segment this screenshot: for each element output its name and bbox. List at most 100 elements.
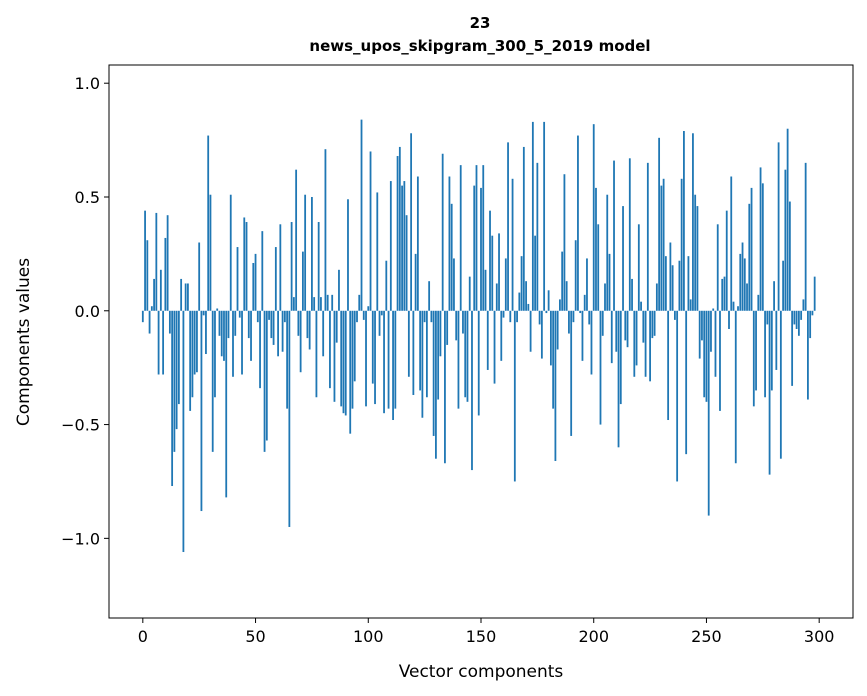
bar-182 bbox=[552, 310, 555, 409]
bar-113 bbox=[396, 156, 399, 311]
bar-152 bbox=[484, 269, 487, 311]
bar-259 bbox=[725, 210, 728, 311]
bar-61 bbox=[279, 224, 282, 311]
bar-25 bbox=[198, 242, 201, 311]
bar-181 bbox=[549, 310, 552, 366]
y-tick-label: 0.0 bbox=[75, 302, 100, 321]
bar-216 bbox=[628, 158, 631, 311]
bar-218 bbox=[633, 310, 636, 377]
plot-frame bbox=[108, 64, 854, 619]
bar-127 bbox=[428, 281, 431, 311]
bar-172 bbox=[529, 310, 532, 352]
bar-229 bbox=[658, 137, 661, 311]
bar-277 bbox=[766, 310, 769, 325]
bar-268 bbox=[746, 283, 748, 311]
bar-169 bbox=[522, 146, 525, 311]
bar-54 bbox=[263, 310, 266, 452]
bar-251 bbox=[707, 310, 710, 516]
bar-6 bbox=[155, 212, 158, 311]
bar-69 bbox=[297, 310, 300, 336]
bar-171 bbox=[527, 303, 530, 311]
bar-291 bbox=[797, 310, 800, 336]
bar-186 bbox=[561, 251, 564, 311]
bar-125 bbox=[423, 310, 426, 323]
bar-14 bbox=[173, 310, 176, 452]
bar-275 bbox=[761, 183, 764, 311]
bar-158 bbox=[498, 233, 500, 311]
bar-188 bbox=[565, 281, 568, 311]
bar-41 bbox=[234, 310, 237, 336]
bar-15 bbox=[175, 310, 178, 430]
bar-4 bbox=[150, 306, 153, 311]
bar-258 bbox=[723, 276, 726, 311]
bar-16 bbox=[177, 310, 180, 405]
bar-237 bbox=[676, 310, 679, 482]
bar-55 bbox=[265, 310, 268, 441]
bar-285 bbox=[784, 169, 787, 311]
bar-197 bbox=[586, 258, 588, 311]
bar-262 bbox=[732, 301, 735, 311]
bar-295 bbox=[807, 310, 809, 400]
bar-67 bbox=[292, 297, 295, 311]
bar-32 bbox=[214, 310, 216, 398]
bar-213 bbox=[622, 206, 624, 311]
bar-129 bbox=[432, 310, 435, 436]
bar-123 bbox=[419, 310, 422, 391]
bar-95 bbox=[356, 310, 358, 323]
bar-0 bbox=[141, 310, 144, 323]
bar-31 bbox=[211, 310, 214, 452]
bar-24 bbox=[196, 310, 198, 373]
bar-128 bbox=[430, 310, 433, 323]
bar-90 bbox=[344, 310, 347, 416]
bar-133 bbox=[441, 153, 444, 311]
bar-111 bbox=[392, 310, 394, 421]
bar-118 bbox=[407, 310, 410, 377]
bar-236 bbox=[673, 310, 676, 320]
bar-114 bbox=[398, 146, 401, 311]
bar-73 bbox=[306, 310, 309, 339]
bar-52 bbox=[259, 310, 261, 389]
bar-257 bbox=[721, 278, 724, 311]
bar-222 bbox=[642, 310, 645, 343]
bar-205 bbox=[604, 283, 606, 311]
bar-39 bbox=[229, 194, 232, 311]
bar-150 bbox=[480, 187, 482, 311]
bar-47 bbox=[247, 310, 250, 339]
bar-131 bbox=[437, 310, 440, 400]
bar-85 bbox=[333, 310, 336, 402]
bar-272 bbox=[755, 310, 757, 391]
chart-title: 23 bbox=[470, 14, 491, 32]
bar-65 bbox=[288, 310, 291, 527]
x-tick-label: 200 bbox=[578, 627, 609, 646]
y-tick-label: 1.0 bbox=[75, 74, 100, 93]
bar-13 bbox=[171, 310, 174, 487]
bar-240 bbox=[683, 131, 685, 311]
bar-107 bbox=[383, 310, 385, 414]
bar-151 bbox=[482, 165, 485, 311]
bar-235 bbox=[671, 265, 674, 311]
bar-282 bbox=[777, 142, 780, 311]
bar-215 bbox=[626, 310, 629, 348]
bar-46 bbox=[245, 222, 248, 311]
bar-68 bbox=[295, 169, 298, 311]
bar-263 bbox=[734, 310, 737, 464]
bar-271 bbox=[752, 310, 755, 407]
bar-130 bbox=[435, 310, 437, 459]
bar-154 bbox=[489, 210, 491, 311]
bar-193 bbox=[577, 135, 579, 311]
bar-227 bbox=[653, 310, 656, 336]
bar-117 bbox=[405, 215, 408, 311]
bar-189 bbox=[568, 310, 570, 334]
bar-84 bbox=[331, 294, 334, 311]
bar-11 bbox=[166, 215, 169, 311]
bar-58 bbox=[272, 310, 275, 345]
bar-159 bbox=[500, 310, 503, 361]
bar-267 bbox=[743, 258, 746, 311]
bar-281 bbox=[775, 310, 778, 370]
bar-122 bbox=[416, 176, 419, 311]
bar-94 bbox=[353, 310, 356, 382]
bar-7 bbox=[157, 310, 160, 375]
bar-247 bbox=[698, 310, 701, 359]
bar-9 bbox=[162, 310, 165, 375]
